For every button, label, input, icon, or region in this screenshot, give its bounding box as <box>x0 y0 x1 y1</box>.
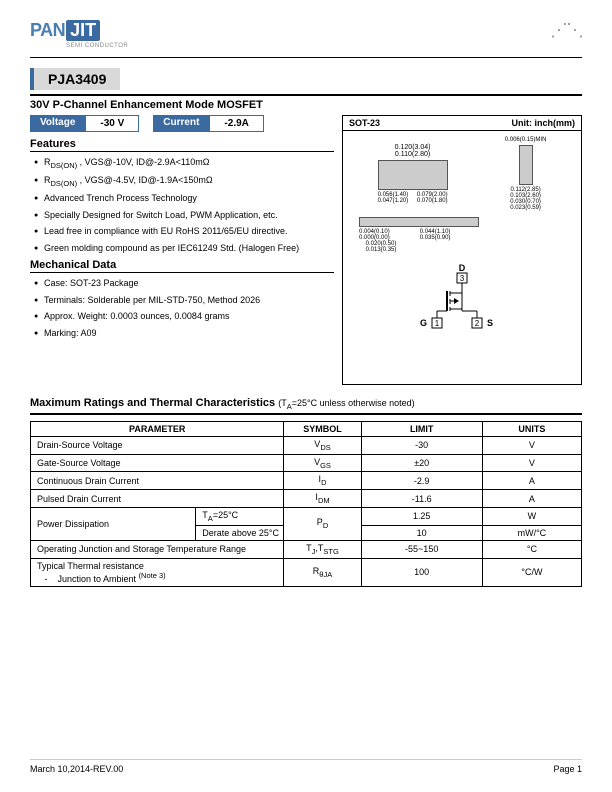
svg-text:G: G <box>420 318 427 328</box>
feature-item: Advanced Trench Process Technology <box>34 192 334 206</box>
mosfet-symbol-icon: D 3 1 <box>417 263 507 333</box>
brand-logo: PAN JIT <box>30 20 582 41</box>
part-number: PJA3409 <box>30 68 120 90</box>
badge-row: Voltage -30 V Current -2.9A <box>30 115 334 132</box>
pkg-name: SOT-23 <box>349 118 380 128</box>
dim-or2: 0.035(0.90) <box>420 235 451 241</box>
svg-text:1: 1 <box>435 319 440 328</box>
description: 30V P-Channel Enhancement Mode MOSFET <box>30 99 582 111</box>
mechanical-list: Case: SOT-23 Package Terminals: Solderabl… <box>30 277 334 340</box>
pkg-top-view: 0.120(3.04) 0.110(2.80) 0.056(1.40)0.047… <box>349 137 575 211</box>
voltage-label: Voltage <box>30 115 85 132</box>
footer: March 10,2014-REV.00 Page 1 <box>30 759 582 774</box>
logo-pan-text: PAN <box>30 20 65 41</box>
dim-sb2: 0.023(0.59) <box>510 205 541 211</box>
ratings-header-cell: PARAMETER <box>31 421 284 436</box>
mechanical-item: Marking: A09 <box>34 327 334 341</box>
pkg-body: 0.120(3.04) 0.110(2.80) 0.056(1.40)0.047… <box>343 131 581 341</box>
pkg-unit: Unit: inch(mm) <box>512 118 576 128</box>
table-row: Continuous Drain CurrentID-2.9A <box>31 472 582 490</box>
feature-item: Green molding compound as per IEC61249 S… <box>34 242 334 256</box>
corner-dots-icon: ⋰⋱ <box>550 20 582 41</box>
features-list: RDS(ON) , VGS@-10V, ID@-2.9A<110mΩ RDS(ON… <box>30 156 334 255</box>
pkg-body-rect <box>378 160 448 190</box>
mechanical-item: Approx. Weight: 0.0003 ounces, 0.0084 gr… <box>34 310 334 324</box>
table-row: Power DissipationTA=25°CPD1.25W <box>31 507 582 525</box>
footer-page: Page 1 <box>553 764 582 774</box>
current-value: -2.9A <box>209 115 263 132</box>
pin-d-label: D <box>459 263 466 273</box>
main-columns: Voltage -30 V Current -2.9A Features RDS… <box>30 115 582 385</box>
part-number-row: PJA3409 <box>30 68 582 90</box>
ratings-header-cell: UNITS <box>482 421 581 436</box>
dim-bw2: 0.070(1.80) <box>417 198 448 204</box>
dim-top-h: 0.110(2.80) <box>378 151 448 158</box>
ratings-table: PARAMETERSYMBOLLIMITUNITS Drain-Source V… <box>30 421 582 587</box>
table-row: Drain-Source VoltageVDS-30V <box>31 436 582 454</box>
svg-text:3: 3 <box>460 274 465 283</box>
feature-item: RDS(ON) , VGS@-10V, ID@-2.9A<110mΩ <box>34 156 334 171</box>
footer-rev: March 10,2014-REV.00 <box>30 764 123 774</box>
pkg-outline-rect <box>359 217 479 227</box>
ratings-heading: Maximum Ratings and Thermal Characterist… <box>30 397 582 411</box>
pkg-header: SOT-23 Unit: inch(mm) <box>343 116 581 131</box>
mechanical-heading: Mechanical Data <box>30 259 334 273</box>
feature-item: RDS(ON) , VGS@-4.5V, ID@-1.9A<150mΩ <box>34 174 334 189</box>
dim-top-w: 0.120(3.04) <box>378 144 448 151</box>
top-rule <box>30 57 582 58</box>
ratings-body: Drain-Source VoltageVDS-30VGate-Source V… <box>31 436 582 586</box>
mechanical-item: Terminals: Solderable per MIL-STD-750, M… <box>34 294 334 308</box>
features-heading: Features <box>30 138 334 152</box>
voltage-value: -30 V <box>85 115 139 132</box>
logo-subtitle: SEMI CONDUCTOR <box>66 43 582 49</box>
ratings-header-cell: SYMBOL <box>284 421 361 436</box>
dim-lw2: 0.013(0.35) <box>366 247 397 253</box>
dim-lh: 0.047(1.20) <box>378 198 409 204</box>
table-row: Pulsed Drain CurrentIDM-11.6A <box>31 490 582 508</box>
table-row: Operating Junction and Storage Temperatu… <box>31 540 582 558</box>
table-row: Typical Thermal resistance - Junction to… <box>31 558 582 586</box>
ratings-rule <box>30 413 582 415</box>
ratings-header-cell: LIMIT <box>361 421 482 436</box>
feature-item: Lead free in compliance with EU RoHS 201… <box>34 225 334 239</box>
table-row: Gate-Source VoltageVGS±20V <box>31 454 582 472</box>
left-column: Voltage -30 V Current -2.9A Features RDS… <box>30 115 342 385</box>
svg-text:S: S <box>487 318 493 328</box>
mechanical-item: Case: SOT-23 Package <box>34 277 334 291</box>
package-diagram: SOT-23 Unit: inch(mm) 0.120(3.04) 0.110(… <box>342 115 582 385</box>
svg-text:2: 2 <box>475 319 480 328</box>
feature-item: Specially Designed for Switch Load, PWM … <box>34 209 334 223</box>
pkg-side-rect <box>519 145 533 185</box>
part-rule <box>30 94 582 96</box>
datasheet-page: PAN JIT SEMI CONDUCTOR ⋰⋱ PJA3409 30V P-… <box>0 0 612 607</box>
ratings-note: (TA=25°C unless otherwise noted) <box>278 398 414 408</box>
dim-smax: 0.006(0.15)MIN <box>505 137 547 143</box>
pkg-outline-dims: 0.004(0.10) 0.044(1.10) 0.000(0.00) 0.03… <box>349 215 575 253</box>
ratings-header-row: PARAMETERSYMBOLLIMITUNITS <box>31 421 582 436</box>
ratings-hdr-text: Maximum Ratings and Thermal Characterist… <box>30 397 275 409</box>
current-label: Current <box>153 115 209 132</box>
pin-diagram: D 3 1 <box>417 263 507 335</box>
logo-jit-text: JIT <box>66 20 100 41</box>
